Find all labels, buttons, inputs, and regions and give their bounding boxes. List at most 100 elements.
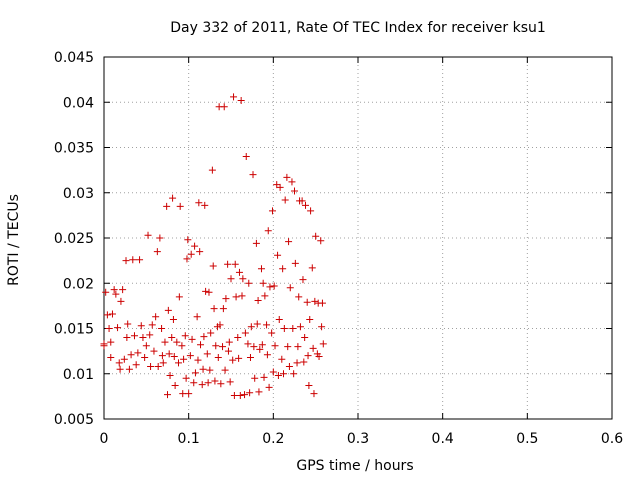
data-point	[139, 334, 147, 342]
data-point	[204, 379, 212, 387]
data-point	[279, 265, 287, 273]
data-point	[263, 351, 271, 359]
y-tick-label: 0.03	[63, 186, 94, 202]
data-point	[295, 293, 303, 301]
data-point	[300, 358, 308, 366]
data-point	[281, 196, 289, 204]
data-point	[261, 292, 269, 300]
data-point	[161, 338, 169, 346]
data-point	[156, 234, 164, 242]
data-point	[253, 320, 261, 328]
x-axis-label: GPS time / hours	[296, 458, 413, 474]
data-point	[247, 323, 255, 331]
data-point	[307, 207, 315, 215]
data-point	[260, 373, 268, 381]
data-point	[119, 286, 127, 294]
data-point	[112, 290, 120, 298]
data-point	[107, 338, 115, 346]
data-point	[164, 391, 171, 399]
data-point	[184, 236, 192, 244]
data-point	[220, 103, 228, 111]
data-point	[280, 325, 288, 332]
data-point	[158, 325, 166, 332]
data-point	[302, 201, 310, 209]
y-tick-label: 0.025	[54, 231, 94, 247]
data-point	[159, 359, 167, 367]
data-point	[244, 340, 252, 348]
data-point	[278, 355, 286, 363]
data-point	[270, 282, 278, 290]
data-point	[266, 283, 274, 291]
data-point	[246, 353, 254, 361]
tick-labels: 0 0.1 0.2 0.3 0.4 0.5 0.6 0.005 0.01 0.015 0.02 0.0…	[54, 50, 623, 447]
data-point	[144, 231, 152, 239]
data-point	[225, 338, 233, 346]
data-point	[205, 288, 213, 296]
data-point	[219, 343, 227, 351]
data-point	[304, 352, 312, 360]
data-point	[201, 201, 209, 209]
data-point	[190, 379, 198, 387]
data-point	[102, 288, 110, 296]
data-point	[188, 335, 196, 343]
data-point	[245, 279, 253, 287]
data-point	[250, 343, 258, 351]
data-point	[209, 262, 217, 270]
data-point	[176, 202, 184, 210]
data-point	[105, 325, 113, 332]
data-point	[234, 334, 242, 342]
data-point	[129, 256, 137, 264]
data-point	[169, 194, 177, 202]
data-point	[134, 349, 142, 357]
data-point	[186, 352, 194, 360]
data-point	[197, 341, 205, 349]
data-point	[183, 255, 191, 263]
data-point	[221, 366, 229, 374]
data-point	[169, 315, 177, 323]
data-point	[291, 187, 298, 195]
data-point	[236, 391, 244, 399]
data-point	[132, 361, 140, 369]
y-axis-label: ROTI / TECUs	[6, 194, 22, 286]
data-point	[309, 344, 317, 352]
data-point	[318, 323, 326, 331]
data-point	[212, 342, 220, 350]
data-point	[211, 377, 219, 385]
data-point	[265, 383, 273, 391]
data-point	[137, 322, 145, 330]
data-point	[312, 232, 320, 240]
data-point	[163, 202, 171, 210]
data-point	[271, 342, 279, 350]
data-point	[230, 391, 238, 399]
data-point	[319, 340, 327, 348]
data-point	[115, 359, 123, 367]
data-point	[232, 293, 240, 301]
data-point	[179, 390, 187, 398]
data-point	[216, 321, 224, 329]
data-point	[114, 324, 122, 332]
data-point	[150, 347, 158, 355]
data-point	[269, 368, 277, 376]
data-point	[230, 93, 238, 101]
data-point	[296, 323, 304, 331]
data-point	[256, 345, 264, 353]
data-point	[165, 350, 173, 358]
data-point	[175, 293, 183, 301]
data-point	[258, 341, 266, 349]
data-point	[259, 279, 267, 287]
data-point	[125, 365, 133, 373]
data-point	[100, 342, 108, 350]
y-tick-label: 0.015	[54, 322, 94, 338]
data-point	[239, 275, 247, 283]
data-point	[182, 374, 190, 382]
data-point	[208, 166, 216, 174]
data-point	[298, 197, 306, 205]
data-point	[158, 352, 166, 360]
data-point	[154, 363, 162, 371]
x-tick-label: 0.1	[178, 431, 200, 447]
data-point	[173, 338, 181, 346]
data-point	[110, 286, 118, 294]
data-point	[203, 350, 211, 358]
chart-title: Day 332 of 2011, Rate Of TEC Index for r…	[170, 20, 546, 36]
